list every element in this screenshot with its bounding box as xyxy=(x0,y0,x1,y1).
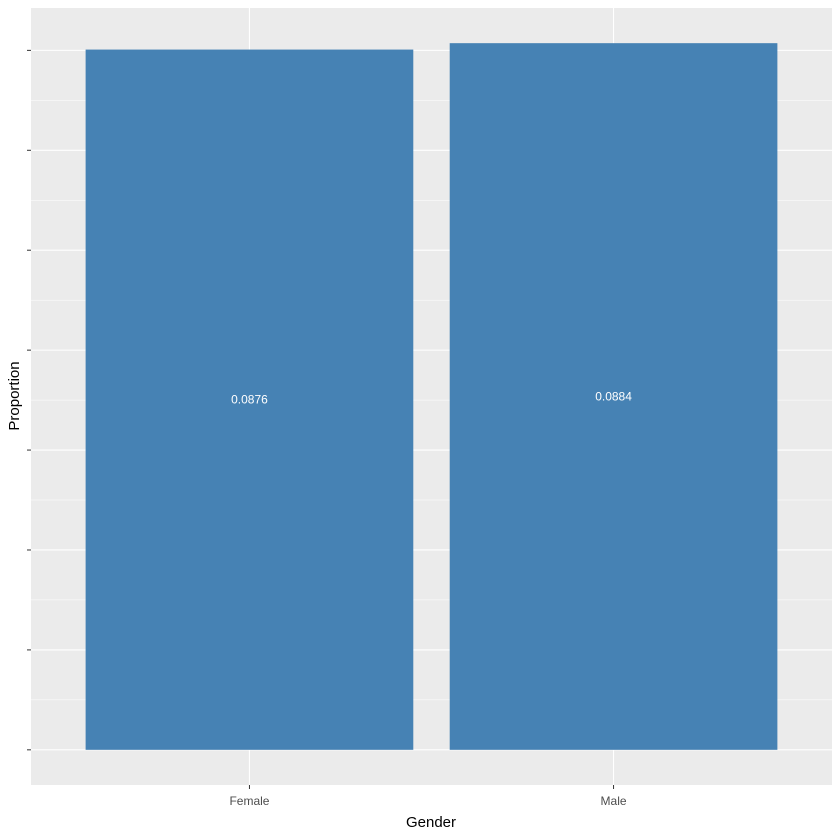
y-axis-title: Proportion xyxy=(6,361,23,430)
bar-male xyxy=(449,43,778,750)
data-labels: 0.0876 0.0884 xyxy=(231,390,632,407)
x-tick-label-female: Female xyxy=(229,794,269,808)
y-axis-ticks xyxy=(27,49,31,751)
x-axis-title: Gender xyxy=(406,814,456,831)
bars xyxy=(85,43,778,750)
x-axis-tick-labels: Female Male xyxy=(229,794,626,808)
x-axis-ticks xyxy=(248,785,615,789)
x-tick-label-male: Male xyxy=(601,794,627,808)
bar-female xyxy=(85,49,414,750)
data-label-male: 0.0884 xyxy=(595,390,632,404)
data-label-female: 0.0876 xyxy=(231,393,268,407)
